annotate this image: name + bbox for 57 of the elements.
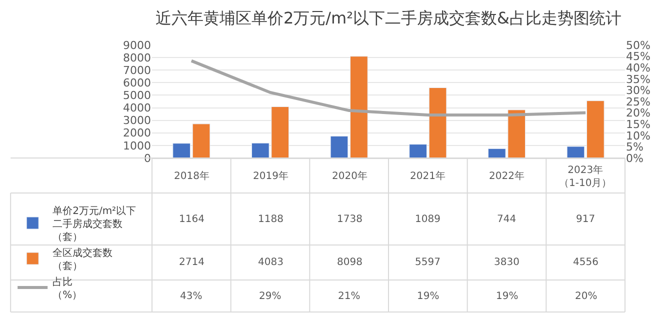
x-tick-label: 2019年 <box>253 170 288 182</box>
y-tick-label: 6000 <box>123 76 151 90</box>
text: 8098 <box>337 257 362 268</box>
y2-tick-label: 15% <box>626 118 650 131</box>
y-tick-label: 9000 <box>123 38 151 52</box>
bar <box>409 144 427 158</box>
text: 1164 <box>179 214 204 225</box>
text: 21% <box>338 291 360 302</box>
y-tick-label: 3000 <box>123 114 151 128</box>
bar <box>350 56 368 158</box>
legend-label: 全区成交套数（套） <box>52 246 113 272</box>
y2-tick-label: 30% <box>626 84 650 98</box>
text: 29% <box>259 291 282 302</box>
text: 43% <box>180 291 202 302</box>
text: 1089 <box>415 214 440 225</box>
line-series <box>190 59 588 117</box>
text: 4556 <box>573 257 598 268</box>
x-tick-label: 2021年 <box>410 170 446 182</box>
text: 19% <box>496 291 518 302</box>
chart-title: 近六年黄埔区单价2万元/m²以下二手房成交套数&占比走势图统计 <box>155 8 622 28</box>
text: 4083 <box>258 257 284 268</box>
y2-tick-label: 20% <box>626 106 650 120</box>
y-tick-label: 7000 <box>123 64 151 77</box>
y-tick-label: 1000 <box>123 139 151 152</box>
legend-label: 占比（%） <box>52 276 82 301</box>
x-tick-label: 2023年（1-10月） <box>559 164 612 189</box>
bar <box>428 87 447 158</box>
y2-tick-label: 50% <box>626 38 650 52</box>
y-tick-label: 4000 <box>123 102 151 115</box>
text: 744 <box>497 214 516 225</box>
y2-tick-label: 40% <box>626 61 650 74</box>
x-tick-label: 2020年 <box>332 170 368 182</box>
x-tick-label: 2018年 <box>174 170 210 182</box>
text: 2714 <box>179 257 204 268</box>
bar <box>172 143 190 158</box>
y-tick-label: 2000 <box>123 126 151 140</box>
y-tick-label: 5000 <box>123 89 151 102</box>
y-tick-label: 8000 <box>123 51 151 64</box>
y2-tick-label: 25% <box>626 95 650 108</box>
text: 1738 <box>337 214 362 225</box>
y2-tick-label: 10% <box>626 129 650 142</box>
text: 1188 <box>258 214 284 225</box>
y2-tick-label: 0% <box>626 152 644 165</box>
legend-label: 单价2万元/m²以下二手房成交套数（套） <box>52 204 136 243</box>
bar <box>192 124 210 158</box>
x-tick-label: 2022年 <box>489 170 524 182</box>
text: 20% <box>575 291 598 302</box>
y2-tick-label: 45% <box>626 50 650 64</box>
text: 917 <box>576 214 596 225</box>
bar <box>330 136 348 158</box>
bar <box>586 100 604 158</box>
text: 5597 <box>415 257 440 268</box>
text: 3830 <box>494 257 520 268</box>
y2-tick-label: 5% <box>626 140 644 154</box>
text: 19% <box>417 291 440 302</box>
y2-tick-label: 35% <box>626 72 650 86</box>
bar <box>566 146 585 158</box>
